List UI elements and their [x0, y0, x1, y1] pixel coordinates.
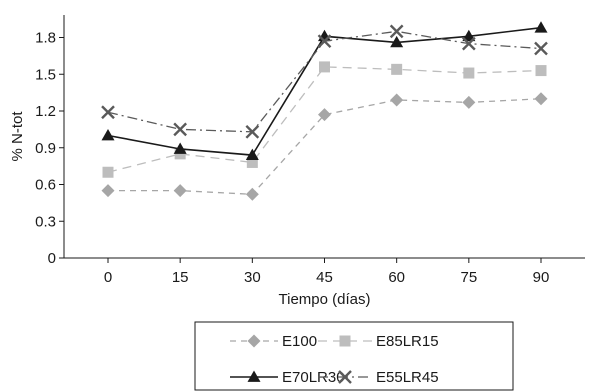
legend-item-e100: E100: [230, 333, 317, 350]
y-tick-label: 0.6: [35, 177, 56, 194]
x-axis: 0 15 30 45 60 75 90: [64, 257, 585, 286]
data-point: [534, 21, 548, 33]
x-axis-title: Tiempo (días): [279, 291, 371, 308]
data-point: [534, 41, 548, 56]
marker-stroke: [389, 24, 404, 39]
marker-stroke: [338, 370, 352, 384]
data-point: [389, 24, 404, 39]
legend-label: E100: [282, 333, 317, 350]
data-point: [534, 92, 548, 106]
x-tick-label: 45: [316, 269, 333, 286]
legend-item-e70lr30: E70LR30: [230, 369, 345, 386]
data-point: [173, 184, 187, 198]
x-tick-label: 30: [244, 269, 261, 286]
data-point: [101, 129, 115, 141]
data-point: [245, 148, 259, 160]
y-tick-label: 1.5: [35, 66, 56, 83]
marker-stroke: [534, 41, 548, 56]
legend-marker: [247, 334, 261, 348]
series-layer: [101, 21, 548, 201]
legend-marker: [339, 335, 351, 347]
y-axis: 0 0.3 0.6 0.9 1.2 1.5 1.8: [35, 15, 65, 267]
data-point: [245, 124, 260, 139]
data-point: [461, 36, 476, 51]
data-point: [462, 95, 476, 109]
data-point: [101, 105, 115, 120]
y-tick-label: 1.8: [35, 30, 56, 47]
legend-label: E55LR45: [376, 369, 439, 386]
marker-stroke: [173, 122, 188, 137]
data-point: [101, 184, 115, 198]
legend-item-e85lr15: E85LR15: [318, 333, 439, 350]
data-point: [318, 108, 331, 122]
y-tick-label: 0: [48, 250, 56, 267]
legend-item-e55lr45: E55LR45: [318, 369, 439, 386]
data-point: [390, 35, 404, 48]
data-point: [462, 29, 476, 42]
marker-stroke: [245, 124, 260, 139]
data-point: [173, 122, 188, 137]
y-tick-label: 1.2: [35, 103, 56, 120]
x-tick-label: 0: [104, 269, 112, 286]
y-axis-title: % N-tot: [9, 111, 26, 162]
data-point: [463, 67, 475, 79]
legend-box: [194, 321, 514, 391]
legend-label: E70LR30: [282, 369, 345, 386]
data-point: [390, 93, 404, 107]
data-point: [245, 187, 259, 201]
data-point: [246, 156, 258, 168]
data-point: [317, 34, 332, 49]
x-tick-label: 60: [388, 269, 405, 286]
legend-marker: [338, 370, 352, 384]
legend-marker: [247, 370, 261, 382]
x-tick-label: 75: [460, 269, 477, 286]
data-point: [173, 142, 187, 154]
data-point: [102, 166, 114, 178]
x-tick-label: 15: [172, 269, 189, 286]
marker-stroke: [317, 34, 332, 49]
legend: E100 E85LR15 E70LR30 E55LR45: [194, 321, 514, 391]
data-point: [319, 61, 330, 73]
y-tick-label: 0.9: [35, 140, 56, 157]
legend-label: E85LR15: [376, 333, 439, 350]
series-e85lr15: [102, 61, 547, 178]
marker-stroke: [461, 36, 476, 51]
marker-stroke: [101, 105, 115, 120]
series-line: [107, 26, 542, 156]
x-tick-label: 90: [533, 269, 550, 286]
series-e55lr45: [101, 24, 548, 139]
data-point: [535, 65, 547, 77]
y-tick-label: 0.3: [35, 213, 56, 230]
series-e100: [101, 92, 548, 201]
data-point: [391, 63, 403, 75]
data-point: [174, 148, 186, 160]
